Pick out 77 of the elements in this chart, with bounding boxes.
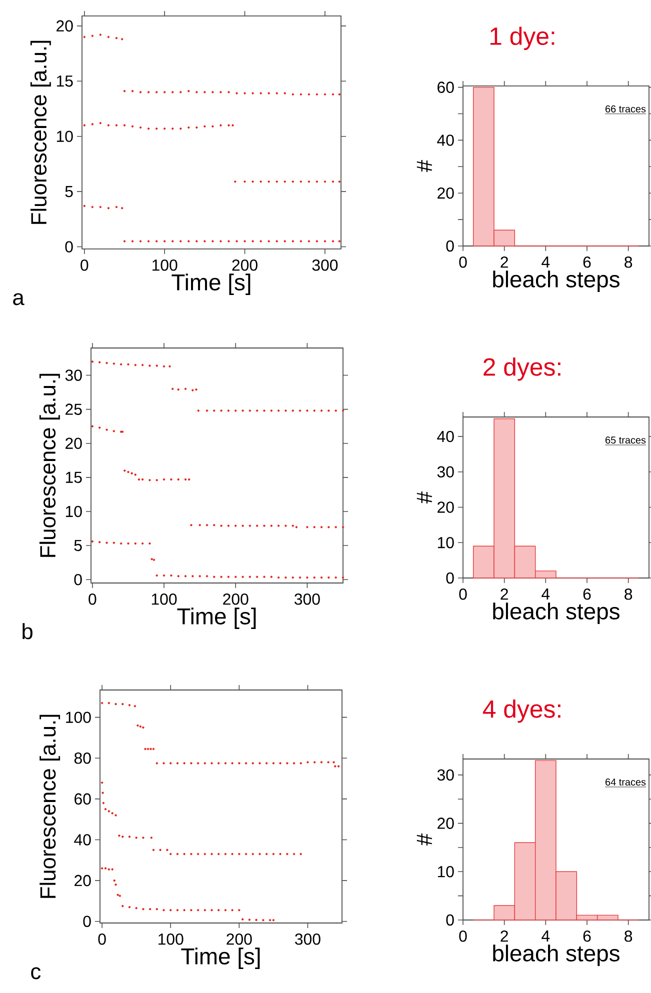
- x-tick-label: 4: [542, 588, 550, 600]
- y-tick-label: 20: [56, 20, 73, 32]
- x-tick-label: 100: [152, 594, 177, 605]
- y-axis-title: Fluorescence [a.u.]: [39, 374, 60, 557]
- chart-title: 4 dyes:: [482, 700, 560, 723]
- y-axis-title: #: [416, 834, 432, 846]
- x-tick-label: 2: [500, 588, 508, 600]
- x-tick-label: 0: [459, 256, 467, 268]
- y-tick-label: 20: [74, 874, 91, 886]
- y-tick-label: 40: [437, 134, 454, 146]
- y-axis-title: Fluorescence [a.u.]: [30, 40, 51, 224]
- y-tick-label: 5: [74, 540, 82, 552]
- x-tick-label: 0: [459, 588, 467, 600]
- y-tick-label: 5: [65, 186, 73, 198]
- x-axis-title: bleach steps: [493, 602, 620, 624]
- y-tick-label: 40: [437, 430, 454, 442]
- x-tick-label: 6: [583, 588, 591, 600]
- x-tick-label: 8: [624, 930, 632, 942]
- y-tick-label: 10: [438, 536, 454, 548]
- x-tick-label: 300: [294, 594, 320, 605]
- y-tick-label: 100: [66, 712, 91, 723]
- x-tick-label: 4: [542, 930, 550, 942]
- y-tick-label: 0: [446, 572, 454, 584]
- y-tick-label: 0: [83, 916, 91, 928]
- annotation: 66 traces: [606, 105, 646, 112]
- x-tick-label: 0: [98, 934, 106, 945]
- y-tick-label: 30: [65, 370, 82, 381]
- y-tick-label: 40: [74, 834, 91, 846]
- x-tick-label: 0: [459, 930, 467, 942]
- y-tick-label: 15: [66, 472, 82, 483]
- chart-title: 2 dyes:: [484, 358, 560, 381]
- y-axis-title: #: [416, 492, 432, 504]
- y-tick-label: 30: [437, 466, 454, 478]
- y-tick-label: 25: [66, 404, 82, 415]
- x-tick-label: 300: [312, 260, 338, 271]
- y-tick-label: 30: [437, 769, 454, 781]
- annotation: 65 traces: [606, 436, 646, 444]
- text: c: [31, 967, 41, 980]
- x-tick-label: 200: [223, 594, 248, 605]
- x-tick-label: 8: [624, 588, 632, 600]
- x-tick-label: 2: [500, 930, 508, 942]
- y-axis-title: #: [416, 160, 432, 172]
- x-axis-title: Time [s]: [177, 608, 256, 629]
- chart-title: 1 dye:: [490, 26, 554, 50]
- x-axis-title: Time [s]: [181, 948, 260, 969]
- text: b: [22, 623, 32, 640]
- annotation: 64 traces: [606, 778, 646, 786]
- x-axis-title: bleach steps: [493, 944, 620, 966]
- x-tick-label: 4: [542, 256, 550, 268]
- x-tick-label: 6: [583, 256, 591, 268]
- y-tick-label: 60: [438, 82, 454, 93]
- y-tick-label: 10: [56, 130, 73, 142]
- y-tick-label: 0: [446, 914, 454, 926]
- x-tick-label: 100: [158, 934, 184, 945]
- y-tick-label: 0: [65, 241, 73, 252]
- x-tick-label: 300: [295, 934, 320, 945]
- y-tick-label: 0: [446, 240, 454, 252]
- y-tick-label: 15: [56, 76, 73, 87]
- y-tick-label: 20: [438, 187, 454, 199]
- y-tick-label: 60: [74, 793, 91, 805]
- x-tick-label: 8: [624, 256, 632, 268]
- y-tick-label: 10: [66, 506, 82, 518]
- y-axis-title: Fluorescence [a.u.]: [40, 714, 60, 898]
- x-tick-label: 2: [500, 256, 508, 268]
- y-tick-label: 80: [74, 752, 91, 764]
- x-axis-title: Time [s]: [172, 274, 250, 295]
- y-tick-label: 20: [66, 438, 82, 449]
- x-axis-title: bleach steps: [493, 270, 620, 292]
- x-tick-label: 200: [232, 260, 258, 271]
- y-tick-label: 20: [438, 818, 454, 829]
- x-tick-label: 100: [152, 260, 178, 271]
- y-tick-label: 10: [438, 866, 454, 878]
- y-tick-label: 20: [438, 502, 454, 513]
- x-tick-label: 200: [226, 934, 252, 945]
- text: a: [13, 293, 24, 306]
- x-tick-label: 6: [583, 930, 591, 942]
- y-tick-label: 0: [74, 574, 82, 586]
